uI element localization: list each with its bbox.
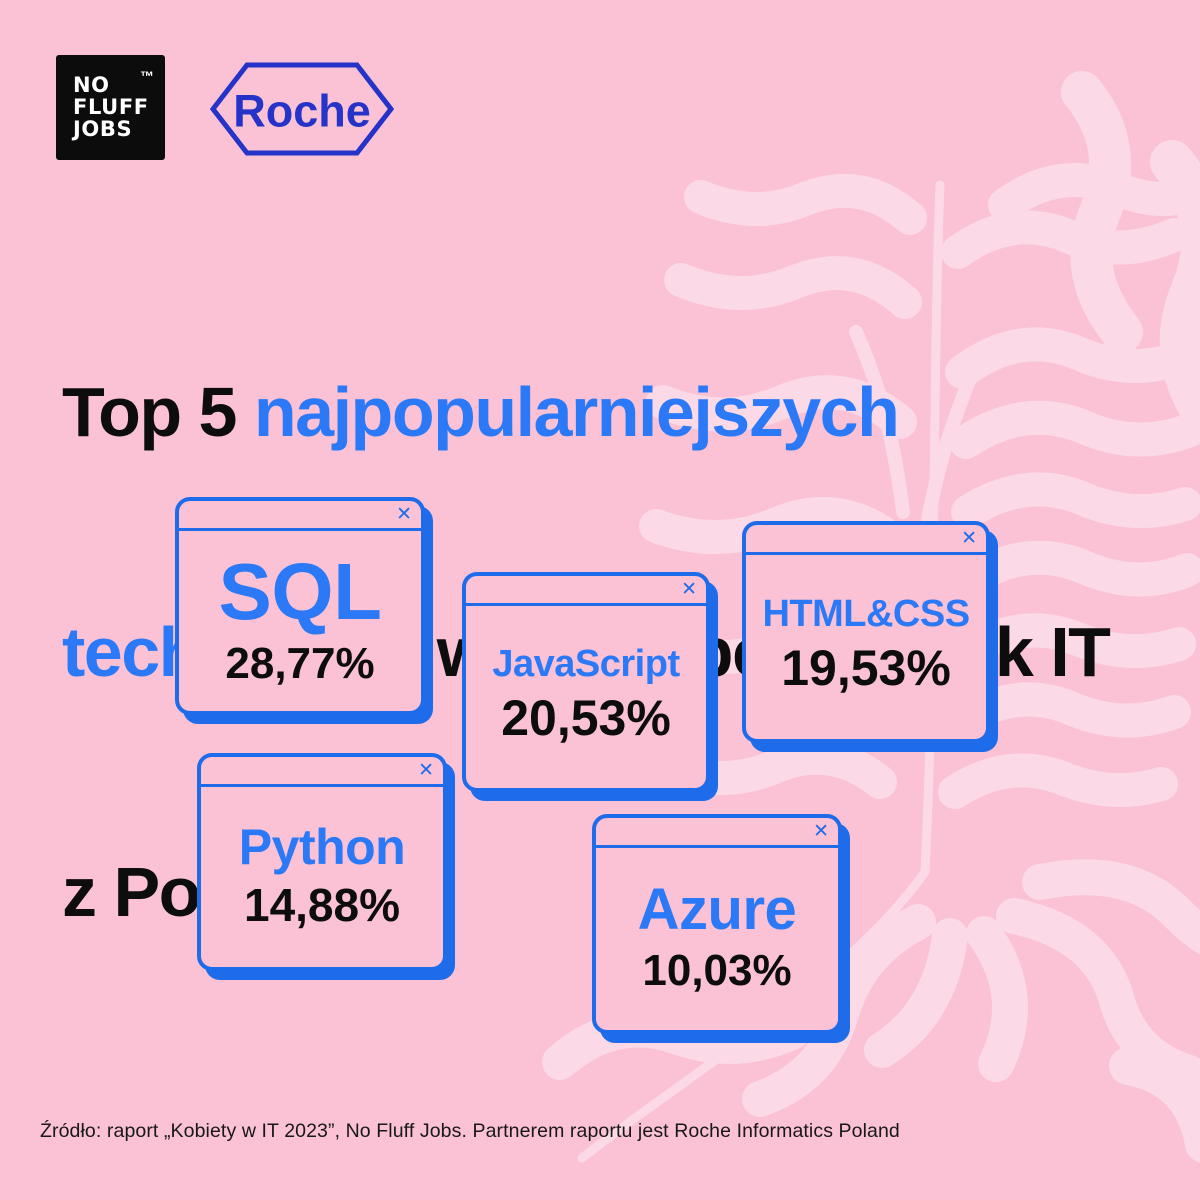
title-line1-black: Top 5	[62, 373, 254, 451]
tech-name: SQL	[218, 547, 382, 637]
window-body: HTML&CSS 19,53%	[746, 555, 986, 739]
window-titlebar: ✕	[596, 818, 838, 848]
close-icon[interactable]: ✕	[961, 527, 977, 549]
window-body: JavaScript 20,53%	[466, 606, 706, 788]
window-body: Python 14,88%	[201, 787, 443, 967]
nofluffjobs-wordmark: NO FLUFF JOBS	[73, 74, 149, 140]
tech-share: 20,53%	[501, 690, 671, 747]
tech-share: 28,77%	[225, 639, 375, 689]
title-line1-blue: najpopularniejszych	[253, 373, 900, 451]
tech-name: Python	[238, 819, 406, 876]
trademark-symbol: ™	[140, 68, 154, 84]
nofluffjobs-line-2: FLUFF	[73, 95, 149, 119]
window-titlebar: ✕	[466, 576, 706, 606]
close-icon[interactable]: ✕	[681, 578, 697, 600]
window-body: Azure 10,03%	[596, 848, 838, 1030]
tech-window-azure: ✕ Azure 10,03%	[592, 814, 842, 1034]
roche-hexagon	[210, 62, 394, 156]
window-titlebar: ✕	[179, 501, 421, 531]
tech-window-sql: ✕ SQL 28,77%	[175, 497, 425, 715]
tech-name: HTML&CSS	[762, 593, 970, 636]
tech-window-htmlcss: ✕ HTML&CSS 19,53%	[742, 521, 990, 743]
window-titlebar: ✕	[201, 757, 443, 787]
nofluffjobs-line-1: NO	[73, 73, 110, 97]
source-note: Źródło: raport „Kobiety w IT 2023”, No F…	[40, 1120, 900, 1142]
tech-window-javascript: ✕ JavaScript 20,53%	[462, 572, 710, 792]
nofluffjobs-line-3: JOBS	[73, 117, 133, 141]
nofluffjobs-logo: NO FLUFF JOBS ™	[56, 55, 165, 160]
window-titlebar: ✕	[746, 525, 986, 555]
tech-share: 14,88%	[243, 878, 400, 931]
tech-name: JavaScript	[492, 643, 680, 686]
tech-share: 10,03%	[642, 945, 792, 995]
tech-window-python: ✕ Python 14,88%	[197, 753, 447, 971]
title-line-1: Top 5 najpopularniejszych	[62, 372, 1152, 452]
roche-logo: Roche	[210, 62, 394, 156]
tech-share: 19,53%	[781, 640, 951, 697]
window-body: SQL 28,77%	[179, 531, 421, 711]
close-icon[interactable]: ✕	[418, 759, 434, 781]
tech-name: Azure	[637, 876, 797, 942]
roche-wordmark: Roche	[233, 86, 371, 137]
close-icon[interactable]: ✕	[396, 503, 412, 525]
close-icon[interactable]: ✕	[813, 820, 829, 842]
